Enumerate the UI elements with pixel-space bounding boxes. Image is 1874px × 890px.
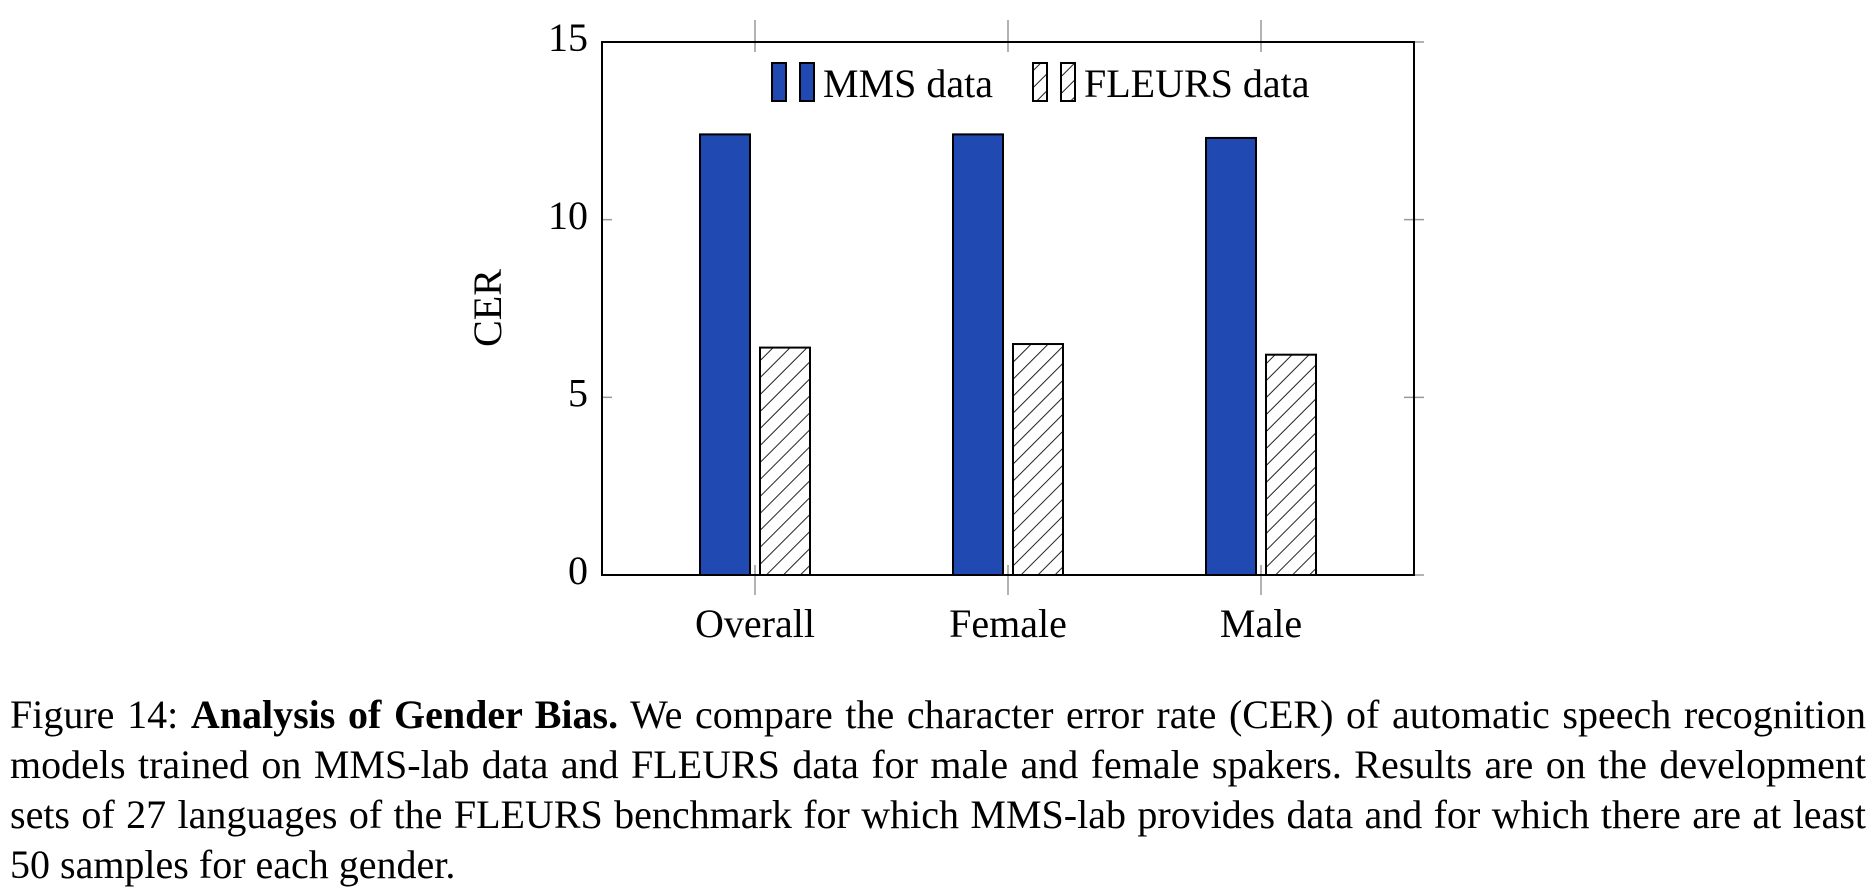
legend-swatch (771, 62, 787, 102)
y-tick-label: 15 (548, 15, 588, 60)
x-tick-label: Female (949, 601, 1067, 646)
bar (759, 346, 811, 576)
legend-label: MMS data (823, 61, 993, 106)
bar (699, 133, 751, 577)
y-tick-label: 10 (548, 193, 588, 238)
y-axis-label: CER (465, 269, 510, 347)
bar (952, 133, 1004, 577)
legend-swatch (799, 62, 815, 102)
x-tick-label: Male (1220, 601, 1302, 646)
plot: 0 5 10 15 Overall Female Male MMS data FLEURS da… (548, 15, 1424, 646)
bar (1265, 353, 1317, 576)
y-tick-label: 0 (568, 548, 588, 593)
caption: Figure 14: Analysis of Gender Bias. We c… (10, 690, 1866, 890)
legend-label: FLEURS data (1084, 61, 1310, 106)
caption-title: Analysis of Gender Bias. (190, 692, 619, 737)
x-tick-label: Overall (695, 601, 815, 646)
chart: 0 5 10 15 Overall Female Male MMS data FLEURS da… (465, 15, 1424, 646)
legend-swatch (1060, 62, 1076, 102)
bar (1012, 343, 1064, 576)
bar (1205, 136, 1257, 576)
caption-label: Figure 14: (10, 692, 179, 737)
legend-swatch (1032, 62, 1048, 102)
caption-text: We compare the character error rate (CER… (10, 692, 1867, 887)
y-tick-label: 5 (568, 371, 588, 416)
plot-frame (601, 41, 1415, 576)
